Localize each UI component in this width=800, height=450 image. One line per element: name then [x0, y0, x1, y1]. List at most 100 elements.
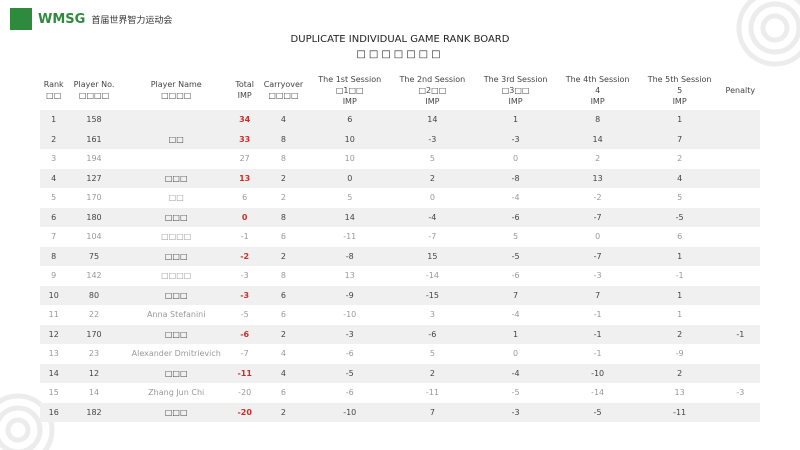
header-text: IMP: [590, 96, 605, 106]
header-text: 5: [677, 85, 683, 95]
rank-table: Rank □□ Player No. □□□□ Player Name □□□□ Total…: [40, 70, 760, 422]
table-cell: □□□: [120, 168, 232, 188]
header-text: IMP: [342, 96, 357, 106]
header-text: 4: [595, 85, 601, 95]
table-cell: 6: [280, 232, 286, 242]
table-cell: -15: [390, 285, 475, 305]
table-cell: 0: [429, 193, 435, 203]
table-row: 9 142 □□□□ -3 8 13 -14 -6 -3 -1: [40, 266, 760, 286]
table-cell: 11: [48, 310, 59, 320]
table-cell: 8: [257, 129, 310, 149]
table-cell: Anna Stefanini: [146, 310, 206, 320]
table-cell: -2: [593, 193, 602, 203]
column-header: Carryover □□□□: [258, 70, 310, 110]
table-cell: 5: [429, 154, 435, 164]
table-cell: 16: [40, 402, 68, 422]
table-cell: -6: [474, 207, 557, 227]
table-cell: 23: [88, 349, 100, 359]
table-cell: 2: [638, 363, 721, 383]
column-header: The 1st Session □1□□ IMP: [309, 70, 390, 110]
table-cell: Alexander Dmitrievich: [131, 349, 221, 359]
column-header: Rank □□: [40, 70, 67, 110]
table-cell: [721, 266, 760, 286]
table-cell: 75: [67, 246, 121, 266]
logo: WMSG 首届世界智力运动会: [10, 8, 172, 30]
header-text: □□: [46, 91, 62, 100]
logo-mark: [10, 8, 32, 30]
table-cell: -3: [736, 388, 745, 398]
table-cell: 13: [231, 168, 258, 188]
table-cell: 14: [556, 129, 639, 149]
table-cell: □□: [168, 193, 184, 203]
table-cell: -6: [231, 324, 258, 344]
table-cell: 8: [257, 207, 310, 227]
header-text: □□□□: [268, 91, 299, 100]
table-cell: □□□□: [161, 232, 192, 242]
table-cell: □□□□: [161, 271, 192, 281]
table-cell: 13: [674, 388, 685, 398]
table-cell: 2: [257, 246, 310, 266]
table-cell: 180: [67, 207, 121, 227]
table-cell: 1: [474, 110, 557, 130]
table-cell: 2: [257, 402, 310, 422]
table-row: 4 127 □□□ 13 2 0 2 -8 13 4: [40, 168, 760, 188]
table-cell: -6: [345, 388, 354, 398]
table-cell: -3: [593, 271, 602, 281]
table-cell: 3: [51, 154, 57, 164]
table-cell: 1: [638, 110, 721, 130]
table-cell: -3: [309, 324, 391, 344]
table-cell: -11: [425, 388, 439, 398]
table-cell: □□□: [120, 402, 232, 422]
header-text: Penalty: [725, 85, 756, 95]
table-cell: 4: [257, 363, 310, 383]
table-cell: -8: [309, 246, 391, 266]
table-cell: 2: [638, 324, 721, 344]
table-cell: 3: [429, 310, 435, 320]
header-text: □□□□: [161, 91, 192, 100]
table-cell: 10: [309, 129, 391, 149]
column-header: Penalty: [721, 70, 760, 110]
table-cell: -3: [240, 271, 249, 281]
table-cell: □□□: [120, 363, 232, 383]
table-cell: -4: [511, 310, 520, 320]
table-cell: -1: [675, 271, 684, 281]
table-cell: [121, 149, 232, 169]
table-cell: -3: [390, 129, 475, 149]
table-cell: 10: [40, 285, 68, 305]
table-cell: 0: [231, 207, 258, 227]
table-row: 10 80 □□□ -3 6 -9 -15 7 7 1: [40, 285, 760, 305]
table-cell: 2: [257, 168, 310, 188]
table-cell: -3: [474, 129, 557, 149]
table-cell: 5: [677, 193, 683, 203]
table-cell: -1: [593, 310, 602, 320]
table-cell: -20: [238, 388, 252, 398]
column-header: Player No. □□□□: [67, 70, 120, 110]
table-cell: 5: [51, 193, 57, 203]
table-cell: 0: [595, 232, 601, 242]
table-cell: 4: [280, 349, 286, 359]
table-cell: □□□: [120, 285, 232, 305]
table-cell: 6: [280, 388, 286, 398]
table-cell: □□□: [120, 246, 232, 266]
table-row: 11 22 Anna Stefanini -5 6 -10 3 -4 -1 1: [40, 305, 760, 325]
column-header: The 3rd Session □3□□ IMP: [475, 70, 557, 110]
table-cell: 0: [513, 349, 519, 359]
event-name: 首届世界智力运动会: [91, 15, 173, 26]
table-cell: -7: [556, 207, 639, 227]
table-cell: 170: [86, 193, 102, 203]
table-cell: □□□: [120, 207, 232, 227]
table-cell: -7: [240, 349, 249, 359]
table-cell: 1: [677, 310, 683, 320]
table-cell: -2: [231, 246, 258, 266]
header-text: Rank: [43, 80, 64, 89]
table-row: 1 158 34 4 6 14 1 8 1: [40, 110, 760, 130]
table-cell: 13: [556, 168, 639, 188]
header-text: The 2nd Session: [399, 74, 466, 84]
table-cell: -8: [474, 168, 557, 188]
table-cell: 34: [231, 110, 258, 130]
table-cell: [721, 188, 760, 208]
table-cell: 13: [344, 271, 355, 281]
table-cell: -4: [511, 193, 520, 203]
